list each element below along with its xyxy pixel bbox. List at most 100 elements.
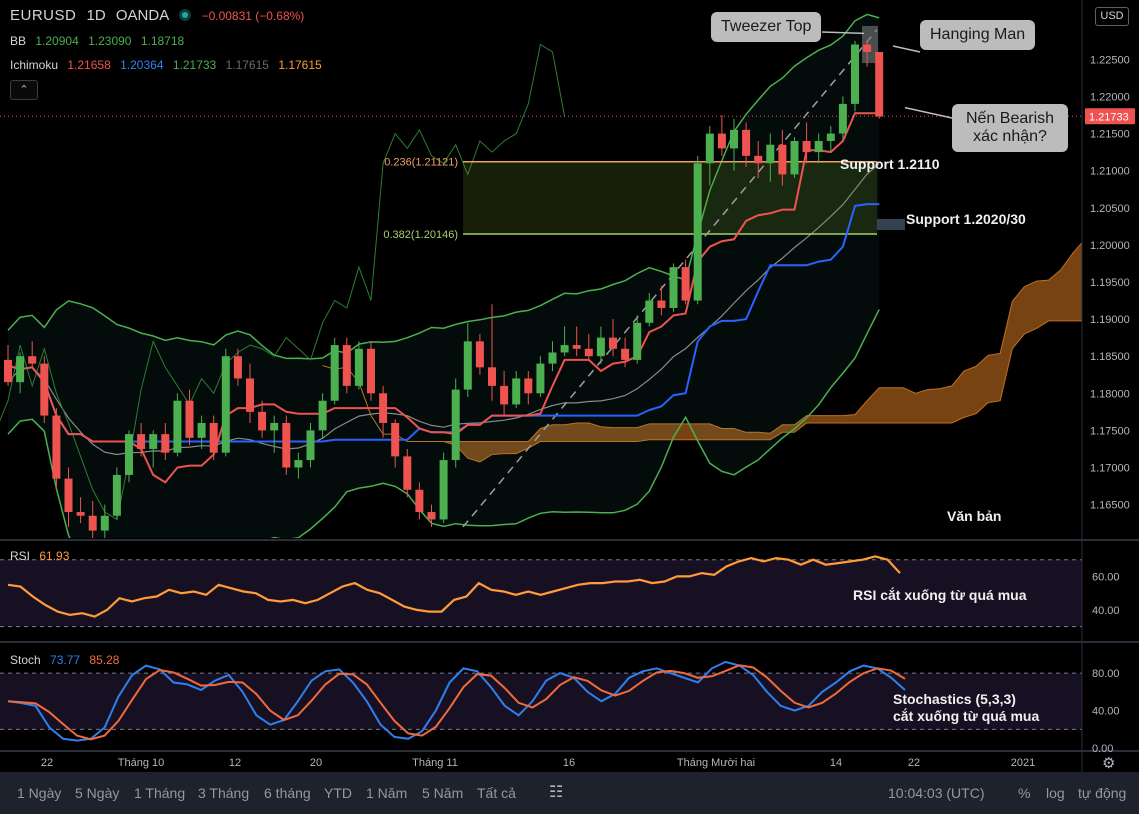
candle [621,337,630,368]
candle [742,122,751,167]
stoch-d-value: 85.28 [89,653,120,667]
fib-label-236: 0.236(1.21121) [384,157,458,169]
candle-body [572,345,581,349]
candle-body [875,51,884,117]
candle-body [717,133,726,149]
stoch-tick: 0.00 [1092,743,1113,755]
candle-body [4,359,12,383]
ichimoku-legend[interactable]: Ichimoku 1.21658 1.20364 1.21733 1.17615… [10,58,328,72]
candle-body [536,363,545,394]
candle [681,259,690,305]
candle-body [354,348,363,386]
range-5d[interactable]: 5 Ngày [75,785,120,801]
candle [524,371,533,405]
symbol-header: EURUSD 1D OANDA −0.00831 (−0.68%) [10,7,310,24]
support-2-label: Support 1.2020/30 [906,211,1026,227]
range-5y[interactable]: 5 Năm [422,785,464,801]
candle [258,400,267,438]
candle-body [112,474,121,516]
price-tick: 1.22000 [1090,91,1130,103]
range-3m[interactable]: 3 Tháng [198,785,250,801]
candle-body [427,512,436,520]
candle [657,285,666,316]
price-tick: 1.19500 [1090,277,1130,289]
bb-value-3: 1.18718 [140,34,185,48]
bb-legend[interactable]: BB 1.20904 1.23090 1.18718 [10,34,190,48]
stoch-plot[interactable] [0,645,1082,750]
price-tick: 1.17500 [1090,425,1130,437]
candle [802,122,811,164]
candle [137,422,146,457]
candle [233,348,242,386]
candle [766,133,775,182]
candle [512,371,521,409]
time-tick: Tháng Mười hai [677,757,755,769]
rsi-pane-bg [0,543,1082,640]
stoch-legend[interactable]: Stoch 73.77 85.28 [10,653,125,667]
range-1y[interactable]: 1 Năm [366,785,408,801]
candle [536,356,545,398]
ichimoku-label: Ichimoku [10,58,59,72]
range-1m[interactable]: 1 Tháng [134,785,186,801]
range-all[interactable]: Tất cả [477,785,516,801]
candle [609,319,617,357]
candle-body [681,267,690,301]
auto-toggle[interactable]: tự động [1078,785,1127,801]
price-tick: 1.18500 [1090,351,1130,363]
candle [282,415,291,475]
candle [52,408,61,490]
ichimoku-value-4: 1.17615 [225,58,269,72]
support-1-label: Support 1.2110 [840,156,940,172]
price-tick: 1.22500 [1090,54,1130,66]
range-1d[interactable]: 1 Ngày [17,785,62,801]
candle-body [282,422,291,468]
percent-toggle[interactable]: % [1018,785,1031,801]
candle-body [306,430,315,461]
tweezer-top-callout[interactable]: Tweezer Top [711,12,822,42]
range-ytd[interactable]: YTD [324,785,352,801]
candle-body [669,267,678,308]
candle [197,415,206,449]
candle [149,430,158,468]
candle [814,133,823,164]
hanging-man-callout[interactable]: Hanging Man [920,20,1036,50]
bearish-confirm-callout[interactable]: Nến Bearish xác nhận? [952,104,1068,152]
candle-body [657,300,666,308]
rsi-note: RSI cắt xuống từ quá mua [853,587,1027,603]
candle-body [185,400,194,438]
date-range-icon[interactable]: ☷ [549,784,564,801]
rsi-legend[interactable]: RSI 61.93 [10,549,75,563]
collapse-legend-button[interactable]: ⌃ [10,80,38,100]
candle-body [826,133,835,141]
candle-body [705,133,714,164]
log-toggle[interactable]: log [1046,785,1065,801]
candle-body [439,460,448,520]
candle-body [693,163,702,301]
time-tick: 12 [229,757,241,769]
currency-button[interactable]: USD [1095,7,1129,26]
price-tick: 1.19000 [1090,314,1130,326]
range-6m[interactable]: 6 tháng [264,785,311,801]
price-plot[interactable]: 0.236(1.21121) 0.382(1.20146) [0,13,1139,588]
candle-body [524,378,533,394]
tenkan-sen [7,112,880,484]
candle-body [330,345,339,401]
candle [730,118,738,171]
chevron-up-icon: ⌃ [19,84,29,96]
candle-body [64,478,73,513]
clock-time[interactable]: 10:04:03 (UTC) [888,785,985,801]
main-clip-group: 0.236(1.21121) 0.382(1.20146) [0,13,1082,538]
candle-body [645,300,654,323]
time-tick: 16 [563,757,575,769]
rsi-plot[interactable] [0,543,1082,640]
candle [826,126,835,153]
candle [403,448,412,498]
bottom-toolbar: 1 Ngày 5 Ngày 1 Tháng 3 Tháng 6 tháng YT… [0,772,1139,814]
time-tick: 20 [310,757,322,769]
candle [367,341,375,401]
candle-body [633,322,642,360]
candle [584,333,593,360]
price-tick: 1.16500 [1090,500,1130,512]
candle [354,341,363,390]
